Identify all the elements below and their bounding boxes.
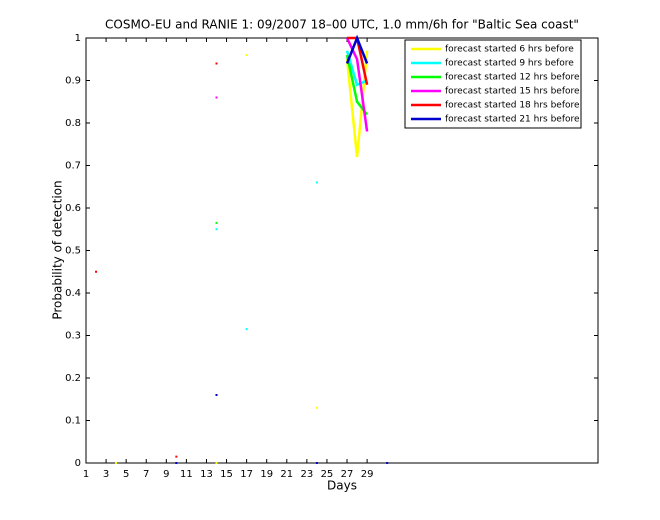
series-line	[345, 34, 369, 64]
point	[386, 462, 389, 464]
y-tick-label: 0.4	[65, 288, 81, 299]
y-tick-label: 0.8	[65, 118, 81, 129]
point	[215, 62, 218, 65]
series-line	[345, 50, 368, 87]
point	[215, 96, 218, 99]
x-axis-label: Days	[327, 479, 357, 493]
legend-label: forecast started 9 hrs before	[445, 59, 574, 69]
legend-label: forecast started 12 hrs before	[445, 73, 580, 83]
x-tick-label: 5	[123, 469, 129, 480]
legend-box	[404, 39, 582, 129]
x-tick-label: 27	[341, 469, 354, 480]
y-tick-label: 0.6	[65, 203, 81, 214]
x-tick-label: 25	[321, 469, 334, 480]
point	[215, 221, 218, 224]
x-tick-label: 11	[180, 469, 193, 480]
point	[175, 455, 178, 458]
x-tick-label: 21	[280, 469, 293, 480]
x-tick-label: 1	[83, 469, 89, 480]
point	[245, 54, 248, 56]
y-tick-label: 0.5	[65, 246, 81, 257]
y-tick-label: 0.1	[65, 416, 81, 427]
legend-label: forecast started 18 hrs before	[445, 101, 580, 111]
point	[115, 462, 118, 464]
x-tick-label: 13	[200, 469, 213, 480]
x-tick-label: 29	[361, 469, 374, 480]
point	[175, 462, 178, 464]
x-tick-label: 3	[103, 469, 109, 480]
x-tick-label: 15	[220, 469, 233, 480]
x-tick-label: 7	[143, 469, 149, 480]
series-line	[345, 50, 369, 158]
point	[215, 394, 218, 396]
point	[215, 228, 218, 231]
y-tick-label: 0	[75, 458, 81, 469]
y-tick-label: 1	[75, 33, 81, 44]
series-line	[345, 37, 369, 132]
point	[215, 462, 218, 464]
point	[95, 270, 98, 273]
legend-label: forecast started 21 hrs before	[445, 115, 580, 125]
y-tick-label: 0.3	[65, 331, 81, 342]
legend-label: forecast started 6 hrs before	[445, 45, 574, 55]
y-tick-label: 0.2	[65, 373, 81, 384]
point	[245, 328, 248, 331]
x-tick-label: 19	[260, 469, 273, 480]
y-tick-label: 0.7	[65, 161, 81, 172]
point	[315, 406, 318, 409]
y-tick-label: 0.9	[65, 76, 81, 87]
point	[315, 462, 318, 464]
point	[315, 181, 318, 184]
x-tick-label: 17	[240, 469, 253, 480]
chart-title: COSMO-EU and RANIE 1: 09/2007 18–00 UTC,…	[105, 18, 579, 32]
x-tick-label: 23	[300, 469, 313, 480]
legend-label: forecast started 15 hrs before	[445, 87, 580, 97]
y-axis-label: Probability of detection	[51, 180, 65, 319]
x-tick-label: 9	[163, 469, 169, 480]
